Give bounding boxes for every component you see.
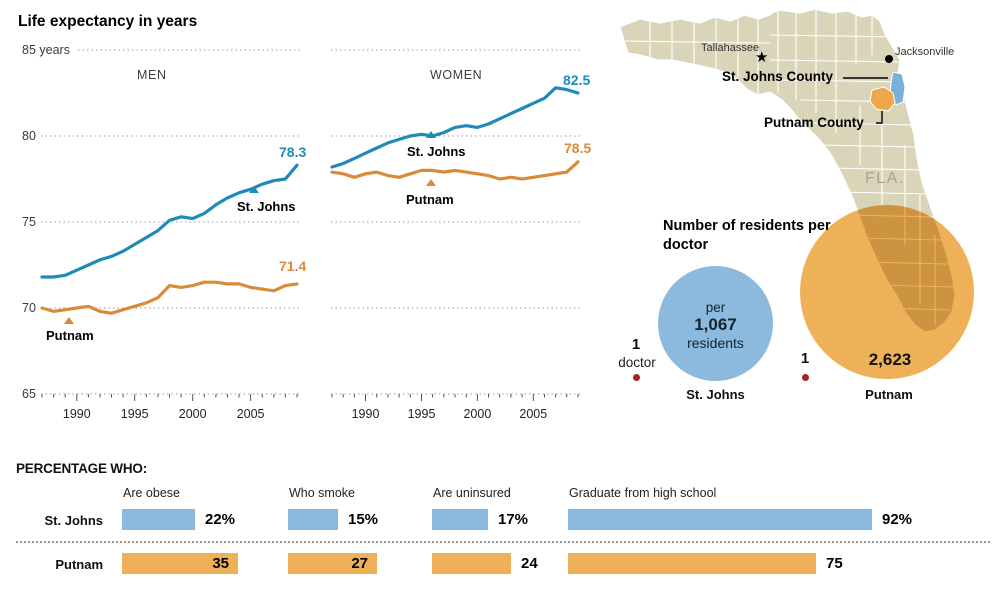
putnam-bubble-name: Putnam bbox=[865, 387, 913, 402]
bar-stjohns-0 bbox=[122, 509, 195, 530]
putnam-county-shape bbox=[869, 86, 896, 112]
y-tick-65: 65 bbox=[22, 387, 36, 401]
stjohns-doctor-word: doctor bbox=[618, 355, 656, 370]
bar-value-label: 22% bbox=[205, 511, 236, 528]
men-line-chart: 1990 1995 2000 2005 bbox=[40, 49, 302, 421]
bar-putnam-0 bbox=[122, 553, 238, 574]
stjohns-doctor-dot-icon bbox=[633, 374, 640, 381]
bar-value-label: 75 bbox=[826, 555, 843, 572]
bar-value-label: 35 bbox=[212, 555, 229, 572]
y-tick-75: 75 bbox=[22, 215, 36, 229]
putnam-bubble-value: 2,623 bbox=[868, 350, 912, 369]
series-line bbox=[40, 163, 299, 279]
x-tick-label: 2005 bbox=[519, 407, 547, 421]
jacksonville-dot-icon bbox=[885, 55, 893, 63]
x-tick-label: 1990 bbox=[352, 407, 380, 421]
x-tick-label: 1995 bbox=[121, 407, 149, 421]
bar-stjohns-2 bbox=[432, 509, 488, 530]
x-tick-label: 2005 bbox=[237, 407, 265, 421]
putnam-callout-line bbox=[876, 111, 883, 124]
bar-stjohns-3 bbox=[568, 509, 872, 530]
bar-putnam-2 bbox=[432, 553, 511, 574]
stjohns-doctor-bubble bbox=[658, 266, 773, 381]
bar-value-label: 92% bbox=[882, 511, 913, 528]
men-stjohns-end-value: 78.3 bbox=[279, 144, 307, 160]
city-label-jacksonville: Jacksonville bbox=[895, 46, 955, 58]
bar-value-label: 27 bbox=[351, 555, 368, 572]
x-tick-label: 1990 bbox=[63, 407, 91, 421]
tallahassee-star-icon: ★ bbox=[755, 49, 768, 66]
stjohns-doctor-count: 1 bbox=[631, 336, 641, 353]
men-stjohns-label: St. Johns bbox=[237, 199, 296, 214]
women-putnam-end-value: 78.5 bbox=[564, 140, 592, 156]
men-putnam-label: Putnam bbox=[46, 328, 94, 343]
stjohns-bubble-text: per 1,067 residents bbox=[658, 300, 773, 351]
bar-stjohns-1 bbox=[288, 509, 338, 530]
bar-value-label: 17% bbox=[498, 511, 529, 528]
series-line bbox=[330, 86, 580, 169]
bubble-text-residents: residents bbox=[687, 335, 744, 351]
series-line bbox=[40, 280, 299, 315]
women-line-chart: 1990 1995 2000 2005 bbox=[330, 49, 582, 421]
state-abbrev-label: FLA. bbox=[865, 170, 905, 187]
putnam-doctor-dot-icon bbox=[802, 374, 809, 381]
y-tick-85: 85 years bbox=[22, 43, 70, 57]
doctor-viz-title: Number of residents per doctor bbox=[663, 218, 831, 253]
women-putnam-marker-icon bbox=[426, 179, 436, 186]
bar-putnam-3 bbox=[568, 553, 816, 574]
bar-column-header: Are uninsured bbox=[433, 486, 511, 500]
bar-column-header: Are obese bbox=[123, 486, 180, 500]
x-tick-label: 1995 bbox=[408, 407, 436, 421]
florida-map: ★ bbox=[620, 8, 974, 379]
row-divider bbox=[16, 541, 990, 543]
y-tick-80: 80 bbox=[22, 129, 36, 143]
men-chart-title: MEN bbox=[137, 68, 167, 82]
city-label-tallahassee: Tallahassee bbox=[701, 42, 760, 54]
bar-value-label: 24 bbox=[521, 555, 538, 572]
x-tick-label: 2000 bbox=[463, 407, 491, 421]
bar-row-label-putnam: Putnam bbox=[55, 557, 103, 572]
women-chart-title: WOMEN bbox=[430, 68, 483, 82]
putnam-doctor-count: 1 bbox=[800, 350, 810, 367]
women-stjohns-marker-icon bbox=[426, 131, 436, 138]
bubble-text-value: 1,067 bbox=[694, 315, 737, 334]
men-stjohns-marker-icon bbox=[249, 186, 259, 193]
stjohns-bubble-name: St. Johns bbox=[686, 387, 745, 402]
y-tick-70: 70 bbox=[22, 301, 36, 315]
bar-column-header: Graduate from high school bbox=[569, 486, 717, 500]
bar-column-header: Who smoke bbox=[289, 486, 355, 500]
men-putnam-marker-icon bbox=[64, 317, 74, 324]
series-line bbox=[330, 160, 580, 181]
bar-row-label-stjohns: St. Johns bbox=[44, 513, 103, 528]
men-putnam-end-value: 71.4 bbox=[279, 258, 307, 274]
women-stjohns-label: St. Johns bbox=[407, 144, 466, 159]
women-stjohns-end-value: 82.5 bbox=[563, 72, 591, 88]
bar-putnam-1 bbox=[288, 553, 377, 574]
bar-value-label: 15% bbox=[348, 511, 379, 528]
page-title: Life expectancy in years bbox=[18, 13, 198, 30]
stjohns-county-label: St. Johns County bbox=[722, 69, 833, 84]
percentage-section-title: PERCENTAGE WHO: bbox=[16, 461, 147, 476]
women-putnam-label: Putnam bbox=[406, 192, 454, 207]
x-tick-label: 2000 bbox=[179, 407, 207, 421]
bubble-text-per: per bbox=[705, 300, 726, 315]
putnam-county-label: Putnam County bbox=[764, 115, 864, 130]
putnam-doctor-bubble bbox=[800, 205, 974, 379]
